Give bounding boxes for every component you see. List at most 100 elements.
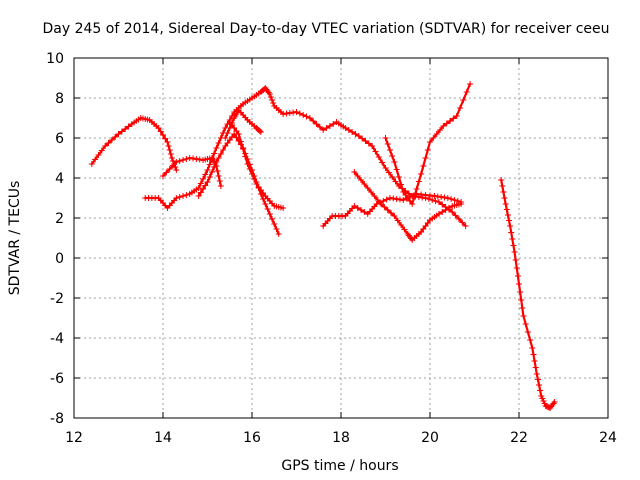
data-point-marker <box>451 197 458 203</box>
data-point-marker <box>384 141 391 147</box>
data-point-marker <box>382 135 389 141</box>
data-point-marker <box>197 189 204 196</box>
data-point-marker <box>443 120 450 127</box>
series-track-10 <box>498 177 558 411</box>
data-point-marker <box>413 186 420 192</box>
data-point-marker <box>382 165 389 171</box>
data-point-marker <box>267 94 274 100</box>
data-point-marker <box>242 153 249 160</box>
data-point-marker <box>215 155 222 161</box>
data-point-marker <box>440 123 447 129</box>
data-point-marker <box>257 129 264 135</box>
data-point-marker <box>437 127 444 133</box>
data-point-marker <box>358 177 365 183</box>
series-track-4 <box>195 131 282 237</box>
data-point-marker <box>551 399 558 405</box>
data-point-marker <box>384 207 391 213</box>
data-point-marker <box>368 189 375 195</box>
data-point-marker <box>510 242 517 249</box>
data-point-marker <box>452 212 459 219</box>
data-point-marker <box>444 195 451 201</box>
data-point-marker <box>215 140 222 146</box>
data-point-marker <box>164 139 171 145</box>
series-line <box>197 132 280 236</box>
data-point-marker <box>211 150 218 157</box>
data-point-marker <box>381 204 388 210</box>
data-point-marker <box>430 135 437 141</box>
data-point-marker <box>504 212 511 218</box>
data-point-marker <box>330 121 337 127</box>
data-point-marker <box>200 176 207 182</box>
y-tick-label: 0 <box>55 251 64 267</box>
y-axis-label: SDTVAR / TECUs <box>7 181 23 296</box>
data-point-marker <box>365 140 372 147</box>
data-point-marker <box>454 198 461 204</box>
data-point-marker <box>455 216 462 222</box>
data-point-marker <box>300 112 307 118</box>
data-point-marker <box>310 118 317 124</box>
x-tick-label: 22 <box>510 430 528 446</box>
data-point-marker <box>409 201 416 207</box>
data-point-marker <box>166 147 173 153</box>
data-point-marker <box>155 125 162 131</box>
data-point-marker <box>511 249 518 255</box>
series-track-9 <box>382 81 474 207</box>
data-point-marker <box>462 223 469 229</box>
data-point-marker <box>411 193 418 200</box>
data-point-marker <box>445 205 452 211</box>
data-series <box>88 81 558 411</box>
data-point-marker <box>240 146 247 152</box>
data-point-marker <box>228 120 235 126</box>
data-point-marker <box>379 159 386 166</box>
data-point-marker <box>303 113 310 120</box>
data-point-marker <box>213 145 220 151</box>
data-point-marker <box>389 174 396 180</box>
data-point-marker <box>217 183 224 189</box>
data-point-marker <box>385 169 392 176</box>
data-point-marker <box>176 158 183 164</box>
data-point-marker <box>424 147 431 153</box>
data-point-marker <box>500 189 507 195</box>
data-point-marker <box>358 207 365 213</box>
data-point-marker <box>222 135 229 141</box>
data-point-marker <box>369 143 376 149</box>
data-point-marker <box>306 115 313 121</box>
data-point-marker <box>262 201 269 207</box>
data-point-marker <box>427 139 433 145</box>
data-point-marker <box>448 196 455 202</box>
x-tick-label: 18 <box>332 430 350 446</box>
data-point-marker <box>206 161 213 168</box>
data-point-marker <box>394 217 401 224</box>
data-point-marker <box>270 100 277 106</box>
data-point-marker <box>204 179 211 185</box>
data-point-marker <box>398 181 405 188</box>
data-point-marker <box>176 194 183 200</box>
data-point-marker <box>237 138 244 145</box>
data-point-marker <box>513 265 520 271</box>
data-point-marker <box>349 129 356 135</box>
data-point-marker <box>108 137 115 143</box>
x-tick-label: 12 <box>65 430 83 446</box>
data-point-marker <box>195 193 202 199</box>
data-point-marker <box>458 201 465 207</box>
x-tick-label: 20 <box>421 430 439 446</box>
y-tick-label: 4 <box>55 171 64 187</box>
y-tick-label: -8 <box>50 411 64 427</box>
data-point-marker <box>501 195 508 201</box>
data-point-marker <box>439 209 446 215</box>
data-point-marker <box>160 132 166 138</box>
data-point-marker <box>364 185 371 191</box>
data-point-marker <box>392 178 399 185</box>
data-point-marker <box>202 171 209 178</box>
data-point-marker <box>391 213 398 219</box>
data-point-marker <box>173 195 180 201</box>
data-point-marker <box>391 159 398 165</box>
data-point-marker <box>200 186 207 192</box>
data-point-marker <box>502 201 509 207</box>
data-point-marker <box>115 131 122 137</box>
data-point-marker <box>216 178 223 184</box>
series-track-8 <box>351 169 465 243</box>
data-point-marker <box>246 166 253 172</box>
x-tick-label: 16 <box>243 430 261 446</box>
data-point-marker <box>211 164 218 170</box>
